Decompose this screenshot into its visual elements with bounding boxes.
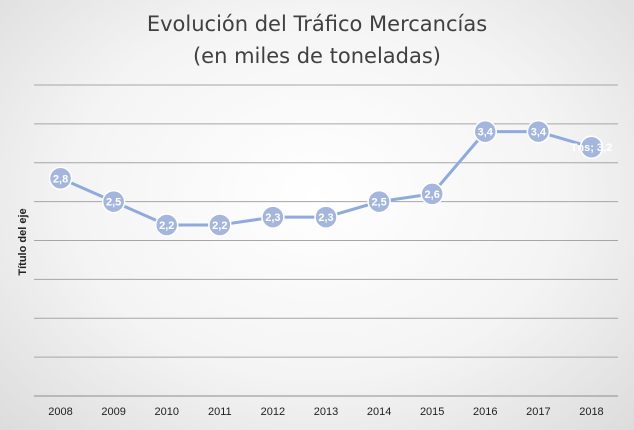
x-tick-label: 2011 — [208, 406, 232, 418]
x-tick-label: 2008 — [48, 406, 72, 418]
data-point — [526, 119, 551, 144]
data-point — [420, 182, 444, 206]
data-point — [261, 205, 285, 229]
data-point — [579, 135, 604, 159]
data-point — [101, 189, 126, 214]
chart-subtitle: (en miles de toneladas) — [193, 44, 441, 68]
chart-title: Evolución del Tráfico Mercancías — [147, 12, 487, 36]
data-label: Tns; 3,2 — [571, 142, 613, 154]
x-tick-label: 2013 — [314, 406, 338, 418]
x-tick-label: 2017 — [526, 406, 550, 418]
x-tick-label: 2016 — [473, 406, 497, 418]
data-point — [48, 166, 73, 191]
data-label: 3,4 — [478, 127, 494, 139]
data-label: 2,2 — [159, 220, 174, 232]
data-label: 3,4 — [531, 127, 547, 139]
data-label: 2,3 — [318, 212, 333, 224]
x-axis-ticks: 2008 2009 2010 2011 2012 2013 2014 2015 2016 2017… — [48, 406, 603, 418]
data-label: 2,5 — [106, 197, 121, 209]
x-tick-label: 2012 — [261, 406, 285, 418]
gridlines — [34, 84, 618, 397]
data-label: 2,3 — [265, 212, 280, 224]
data-point — [208, 213, 232, 237]
data-label: 2,5 — [371, 197, 386, 209]
data-point — [367, 189, 391, 214]
data-point — [473, 119, 498, 144]
x-tick-label: 2018 — [579, 406, 603, 418]
x-tick-label: 2014 — [367, 406, 391, 418]
series-layer: 2,8 2,5 2,2 2,2 2,3 2,3 2,5 2,6 3,4 3,4 Tns; 3,2 — [48, 119, 613, 237]
data-label: 2,6 — [425, 189, 440, 201]
x-tick-label: 2010 — [154, 406, 178, 418]
data-label: 2,2 — [212, 220, 227, 232]
data-point — [314, 205, 338, 229]
x-tick-label: 2009 — [101, 406, 125, 418]
data-label: 2,8 — [53, 173, 68, 185]
data-point — [154, 213, 179, 237]
x-tick-label: 2015 — [420, 406, 444, 418]
y-axis-title: Título del eje — [17, 208, 29, 275]
